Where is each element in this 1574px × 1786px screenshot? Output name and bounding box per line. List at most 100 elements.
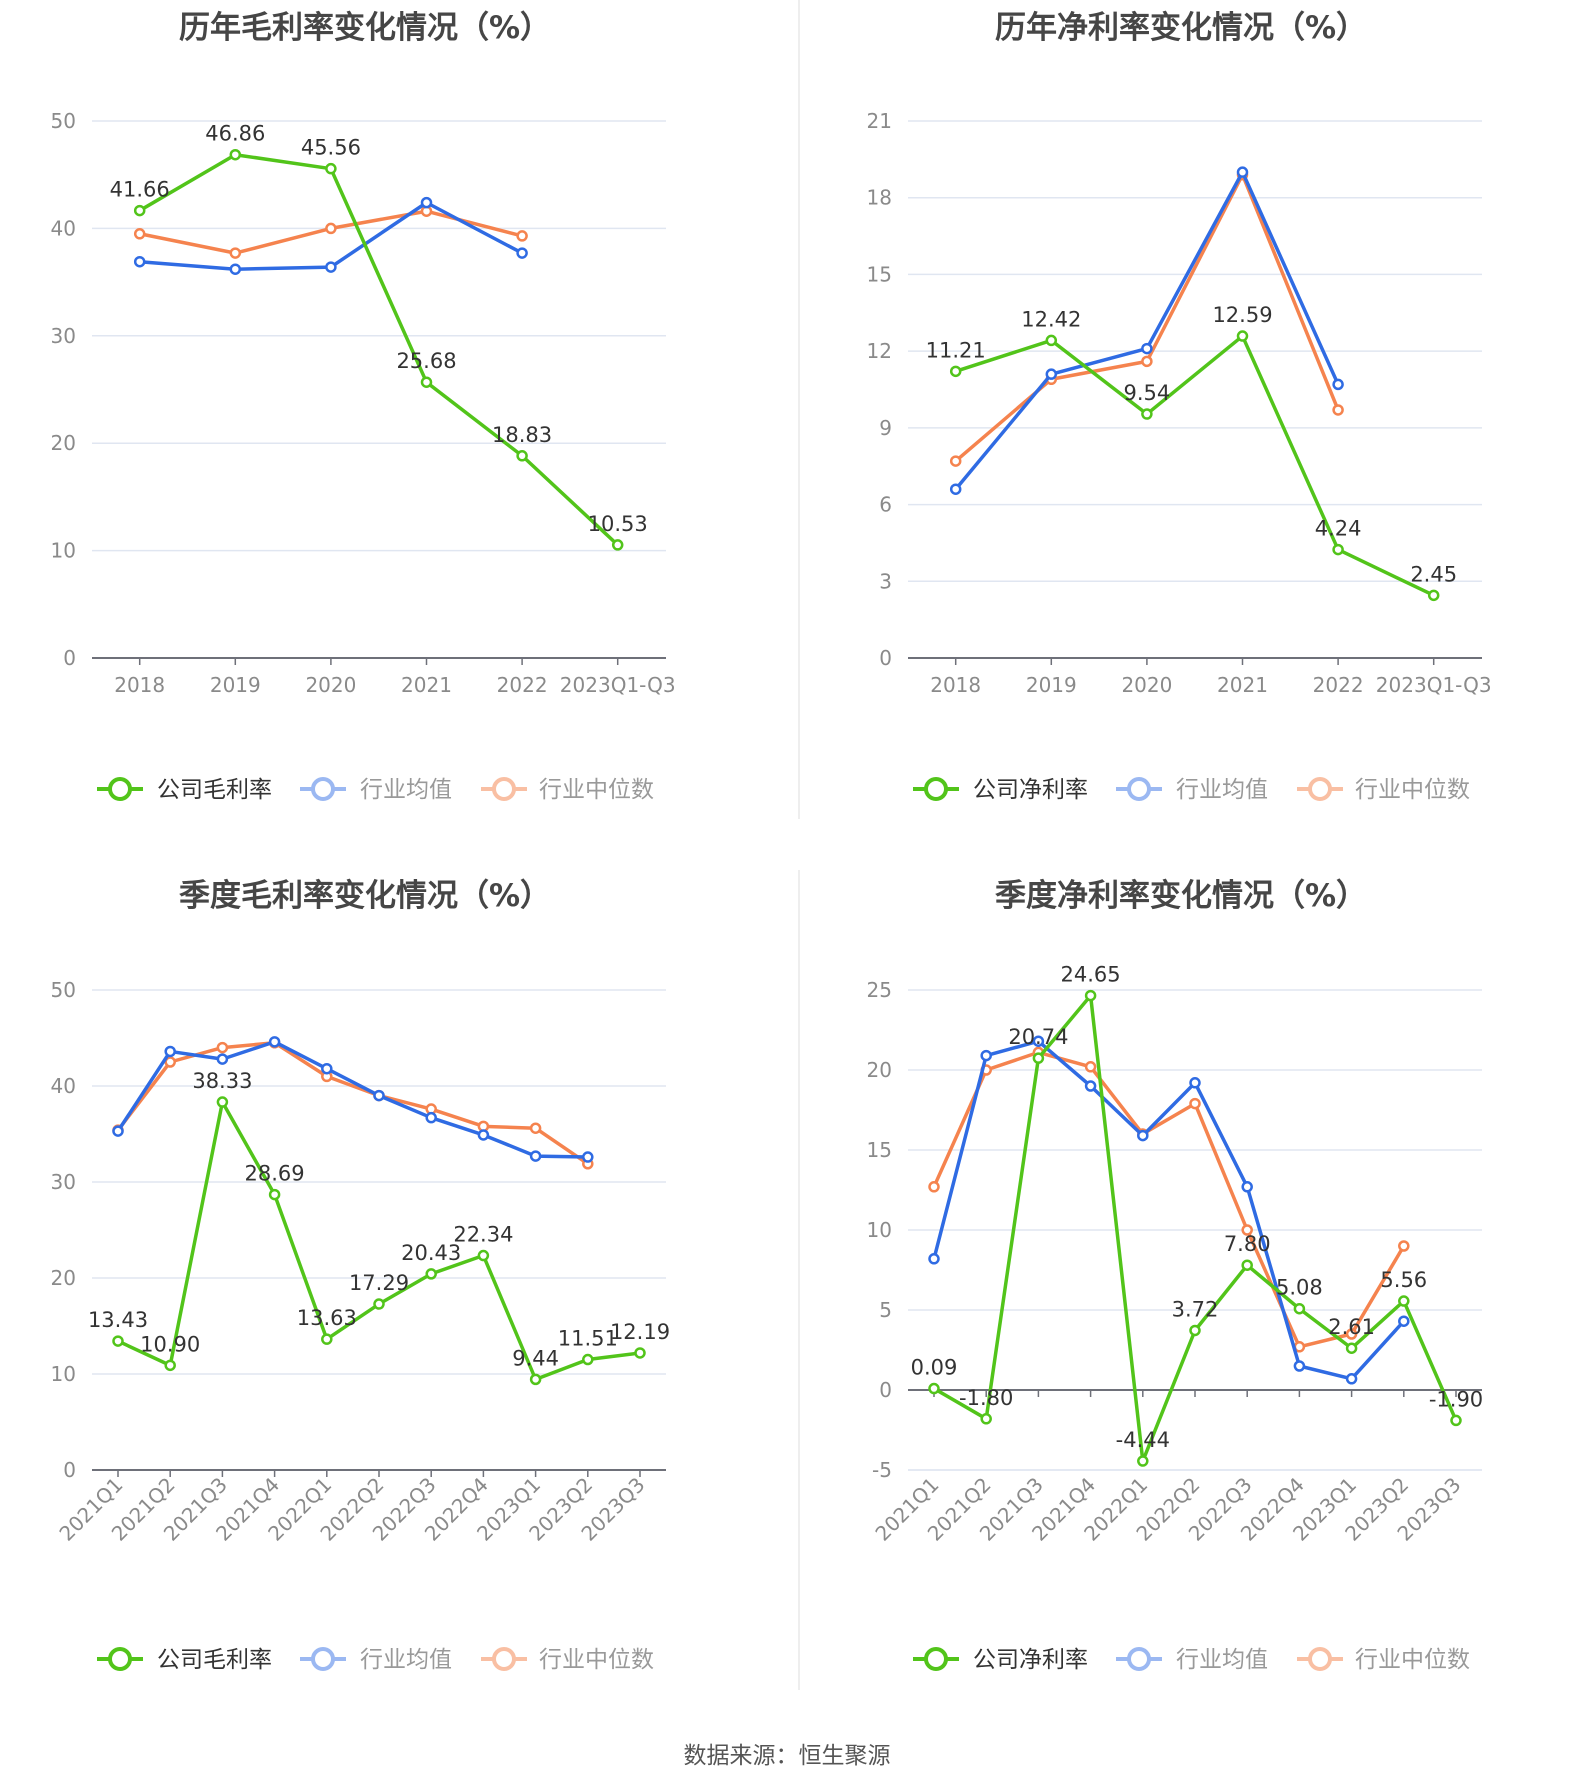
data-point [1293, 1302, 1306, 1315]
data-point [1398, 1315, 1410, 1327]
legend-item-median[interactable]: 行业中位数 [481, 777, 654, 803]
data-point [1137, 1129, 1149, 1142]
x-tick-label: 2020 [1121, 673, 1172, 697]
legend-label: 行业中位数 [1355, 777, 1470, 803]
legend-item-median[interactable]: 行业中位数 [481, 1647, 654, 1673]
data-point [268, 1036, 281, 1048]
series-line-median [116, 1041, 589, 1166]
legend-circle-icon [108, 1647, 132, 1671]
legend-item-average[interactable]: 行业均值 [300, 777, 452, 803]
data-point [1189, 1324, 1201, 1337]
data-label: 24.65 [1061, 963, 1121, 987]
data-label: 13.43 [88, 1308, 148, 1332]
data-label: 0.09 [911, 1356, 958, 1380]
data-point [980, 1413, 992, 1425]
y-tick-label: 6 [879, 493, 892, 517]
x-tick-label: 2020 [305, 673, 356, 697]
data-point [1141, 342, 1153, 355]
y-tick-label: 20 [51, 431, 76, 455]
y-tick-label: 0 [879, 1378, 892, 1402]
legend-item-average[interactable]: 行业均值 [1116, 1647, 1268, 1673]
data-label: 38.33 [192, 1069, 252, 1093]
y-tick-label: 3 [879, 569, 892, 593]
data-point [928, 1181, 940, 1193]
data-label: 3.72 [1172, 1297, 1219, 1321]
legend-label: 行业中位数 [539, 777, 654, 803]
data-label: 5.08 [1276, 1276, 1323, 1300]
data-point [611, 539, 624, 551]
series-line-average [139, 200, 523, 271]
legend-item-median[interactable]: 行业中位数 [1297, 777, 1470, 803]
y-tick-label: 30 [51, 1170, 76, 1194]
data-point [325, 261, 337, 273]
data-point [112, 1125, 124, 1137]
legend-circle-icon [1127, 1647, 1151, 1671]
chart-title: 历年净利率变化情况（%） [995, 10, 1367, 46]
y-tick-label: 0 [63, 646, 76, 670]
data-point [164, 1045, 176, 1058]
legend-label: 公司毛利率 [157, 777, 272, 803]
legend-label: 公司净利率 [973, 1647, 1088, 1673]
data-point [164, 1359, 176, 1372]
data-label: 46.86 [205, 122, 265, 146]
legend-item-average[interactable]: 行业均值 [1116, 777, 1268, 803]
data-point [1241, 1259, 1253, 1271]
data-label: 7.80 [1224, 1232, 1271, 1256]
data-label: 41.66 [110, 178, 170, 202]
data-point [582, 1151, 594, 1163]
data-point [477, 1249, 490, 1262]
data-label: 11.51 [558, 1327, 618, 1351]
data-point [1332, 543, 1344, 556]
legend-item-average[interactable]: 行业均值 [300, 1647, 452, 1673]
series-line-median [932, 1050, 1406, 1349]
data-point [634, 1347, 646, 1359]
data-point [133, 228, 146, 240]
data-label: 10.90 [140, 1332, 200, 1356]
data-point [1398, 1240, 1410, 1252]
data-label: 13.63 [297, 1306, 357, 1330]
data-label: 20.43 [401, 1241, 461, 1265]
x-tick-label: 2022 [1313, 673, 1364, 697]
data-label: 17.29 [349, 1271, 409, 1295]
data-point [1345, 1342, 1358, 1354]
data-point [529, 1150, 542, 1162]
data-point [420, 196, 433, 209]
x-tick-label: 2019 [210, 673, 261, 697]
y-tick-label: -5 [872, 1458, 892, 1482]
data-label: 20.74 [1008, 1025, 1068, 1049]
data-point [1332, 378, 1344, 391]
legend-item-median[interactable]: 行业中位数 [1297, 1647, 1470, 1673]
data-point [321, 1062, 333, 1075]
legend-item-company[interactable]: 公司净利率 [913, 777, 1088, 803]
y-tick-label: 20 [51, 1266, 76, 1290]
y-tick-label: 15 [867, 1138, 892, 1162]
data-label: 5.56 [1380, 1268, 1427, 1292]
y-tick-label: 25 [867, 978, 892, 1002]
legend-circle-icon [924, 1647, 948, 1671]
data-point [1137, 1455, 1149, 1467]
data-label: 28.69 [245, 1162, 305, 1186]
data-label: 12.59 [1212, 303, 1272, 327]
series-line-average [932, 1039, 1406, 1381]
y-tick-label: 30 [51, 324, 76, 348]
data-point [980, 1049, 992, 1062]
data-point [1189, 1097, 1201, 1110]
data-point [133, 255, 146, 268]
data-point [516, 247, 528, 259]
y-tick-label: 50 [51, 109, 76, 133]
legend-item-company[interactable]: 公司净利率 [913, 1647, 1088, 1673]
legend-label: 行业均值 [1176, 777, 1268, 803]
data-point [582, 1353, 594, 1366]
series-line-company [955, 334, 1435, 597]
data-point [133, 204, 146, 217]
data-label: 9.44 [512, 1346, 559, 1370]
data-point [373, 1298, 385, 1310]
legend-item-company[interactable]: 公司毛利率 [97, 1647, 272, 1673]
legend-circle-icon [311, 1647, 335, 1671]
data-label: 22.34 [453, 1223, 513, 1247]
data-point [321, 1333, 333, 1345]
data-point [1236, 330, 1249, 342]
legend-item-company[interactable]: 公司毛利率 [97, 777, 272, 803]
data-label: 2.61 [1328, 1315, 1375, 1339]
legend-label: 公司毛利率 [157, 1647, 272, 1673]
